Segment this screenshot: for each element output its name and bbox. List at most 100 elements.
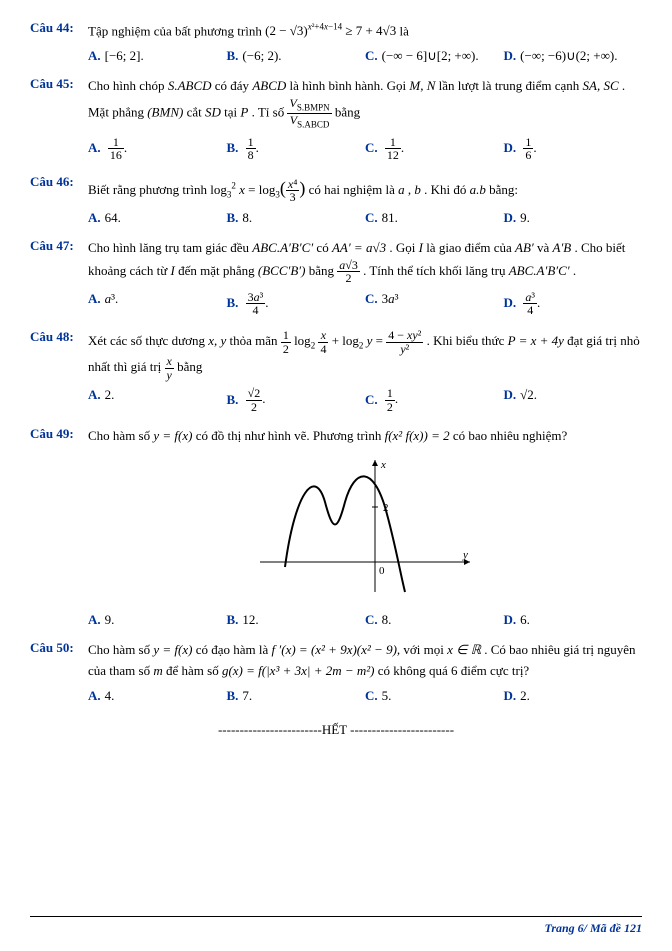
question-45: Câu 45: Cho hình chóp S.ABCD có đáy ABCD… — [30, 76, 642, 162]
question-label: Câu 47: — [30, 238, 88, 317]
option-a: A.a³. — [88, 291, 227, 317]
option-label: D. — [504, 140, 517, 155]
question-48: Câu 48: Xét các số thực dương x, y thỏa … — [30, 329, 642, 414]
math-frac: 16 — [523, 136, 533, 162]
question-body: Cho hình chóp S.ABCD có đáy ABCD là hình… — [88, 76, 642, 162]
question-44: Câu 44: Tập nghiệm của bất phương trình … — [30, 20, 642, 64]
option-label: B. — [227, 140, 239, 155]
math-sym: SD — [205, 104, 221, 119]
math-sym: P — [240, 104, 248, 119]
option-label: C. — [365, 48, 378, 63]
question-body: Tập nghiệm của bất phương trình (2 − √3)… — [88, 20, 642, 64]
stem-text: thỏa mãn — [230, 333, 281, 348]
y-axis-label: x — [380, 459, 386, 471]
math-frac: 112 — [385, 136, 401, 162]
stem-text: . Khi biểu thức — [427, 333, 508, 348]
option-c: C.3a³ — [365, 291, 504, 317]
question-stem: Biết rằng phương trình log32 x = log3(x⁴… — [88, 174, 642, 204]
math-sym: I — [171, 263, 175, 278]
math-sym: (BCC′B′) — [258, 263, 306, 278]
option-text: 8. — [242, 210, 252, 225]
question-stem: Tập nghiệm của bất phương trình (2 − √3)… — [88, 20, 642, 42]
math-sym: x ∈ ℝ — [447, 642, 481, 657]
options-row: A.2. B. √22. C. 12. D.√2. — [88, 387, 642, 413]
stem-text: . Gọi — [389, 240, 418, 255]
option-d: D. 16. — [504, 136, 643, 162]
option-label: B. — [227, 210, 239, 225]
math-expr: log32 x = log3(x⁴3) — [210, 182, 308, 197]
stem-text: là hình bình hành. Gọi — [290, 78, 410, 93]
origin-label: 0 — [379, 565, 385, 577]
stem-text: có bao nhiêu nghiệm? — [453, 428, 567, 443]
frac-num: 1 — [108, 136, 124, 150]
question-stem: Cho hình lăng trụ tam giác đều ABC.A′B′C… — [88, 238, 642, 285]
option-label: A. — [88, 140, 101, 155]
stem-text: bằng: — [489, 182, 518, 197]
option-d: D.2. — [504, 688, 643, 704]
option-a: A.[−6; 2]. — [88, 48, 227, 64]
math-sym: S.ABCD — [168, 78, 212, 93]
stem-text: cắt — [187, 104, 205, 119]
option-c: C. 112. — [365, 136, 504, 162]
option-label: A. — [88, 48, 101, 63]
math-frac: 12 — [385, 387, 395, 413]
stem-text: có đáy — [215, 78, 253, 93]
math-sym: AA′ = a√3 — [332, 240, 386, 255]
option-label: B. — [227, 392, 239, 407]
stem-text: điểm cực trị? — [461, 663, 529, 678]
options-row: A.[−6; 2]. B.(−6; 2). C.(−∞ − 6]∪[2; +∞)… — [88, 48, 642, 64]
stem-text: lần lượt là trung điểm cạnh — [439, 78, 583, 93]
math-frac: a√32 — [337, 259, 360, 285]
question-body: Biết rằng phương trình log32 x = log3(x⁴… — [88, 174, 642, 226]
question-body: Cho hàm số y = f(x) có đạo hàm là f ′(x)… — [88, 640, 642, 704]
stem-text: là — [399, 23, 408, 38]
option-c: C.(−∞ − 6]∪[2; +∞). — [365, 48, 504, 64]
stem-text: Xét các số thực dương — [88, 333, 208, 348]
option-text: 2. — [520, 688, 530, 703]
option-a: A. 9. — [88, 612, 227, 628]
math-sym: 6 — [451, 663, 458, 678]
stem-text: . Khi đó — [424, 182, 470, 197]
question-label: Câu 46: — [30, 174, 88, 226]
stem-text: có đạo hàm là — [196, 642, 272, 657]
option-text: (−6; 2). — [242, 48, 281, 63]
stem-text: . Tính thể tích khối lăng trụ — [363, 263, 509, 278]
option-label: C. — [365, 291, 378, 306]
option-text: 4. — [105, 688, 115, 703]
question-stem: Cho hàm số y = f(x) có đồ thị như hình v… — [88, 426, 642, 447]
math-sym: f(x² f(x)) = 2 — [385, 428, 450, 443]
option-label: B. — [227, 48, 239, 63]
stem-text: bằng — [309, 263, 338, 278]
math-sym: M, N — [409, 78, 435, 93]
frac-den: 16 — [108, 149, 124, 162]
math-frac: 116 — [108, 136, 124, 162]
option-label: A. — [88, 612, 101, 627]
stem-text: để hàm số — [166, 663, 222, 678]
question-body: Xét các số thực dương x, y thỏa mãn 12 l… — [88, 329, 642, 414]
option-b: B. 18. — [227, 136, 366, 162]
option-b: B.8. — [227, 210, 366, 226]
frac-num: 1 — [385, 136, 401, 150]
option-d: D.√2. — [504, 387, 643, 413]
option-text: 9. — [520, 210, 530, 225]
page: Câu 44: Tập nghiệm của bất phương trình … — [0, 0, 672, 951]
option-label: A. — [88, 688, 101, 703]
math-frac: √22 — [246, 387, 263, 413]
option-c: C.8. — [365, 612, 504, 628]
page-footer: Trang 6/ Mã đề 121 — [544, 921, 642, 936]
frac-den: 12 — [385, 149, 401, 162]
end-marker: ------------------------HẾT ------------… — [30, 722, 642, 738]
option-c: C.5. — [365, 688, 504, 704]
option-label: D. — [504, 48, 517, 63]
option-label: B. — [227, 295, 239, 310]
stem-text: Cho hàm số — [88, 642, 153, 657]
graph-figure: 2 0 y x — [88, 452, 642, 606]
question-stem: Cho hình chóp S.ABCD có đáy ABCD là hình… — [88, 76, 642, 129]
option-label: A. — [88, 291, 101, 306]
math-sym: ABCD — [252, 78, 286, 93]
option-d: D.9. — [504, 210, 643, 226]
option-text: 9. — [105, 612, 115, 627]
question-stem: Xét các số thực dương x, y thỏa mãn 12 l… — [88, 329, 642, 381]
stem-text: bằng — [335, 104, 360, 119]
options-row: A.a³. B. 3a³4. C.3a³ D. a³4. — [88, 291, 642, 317]
